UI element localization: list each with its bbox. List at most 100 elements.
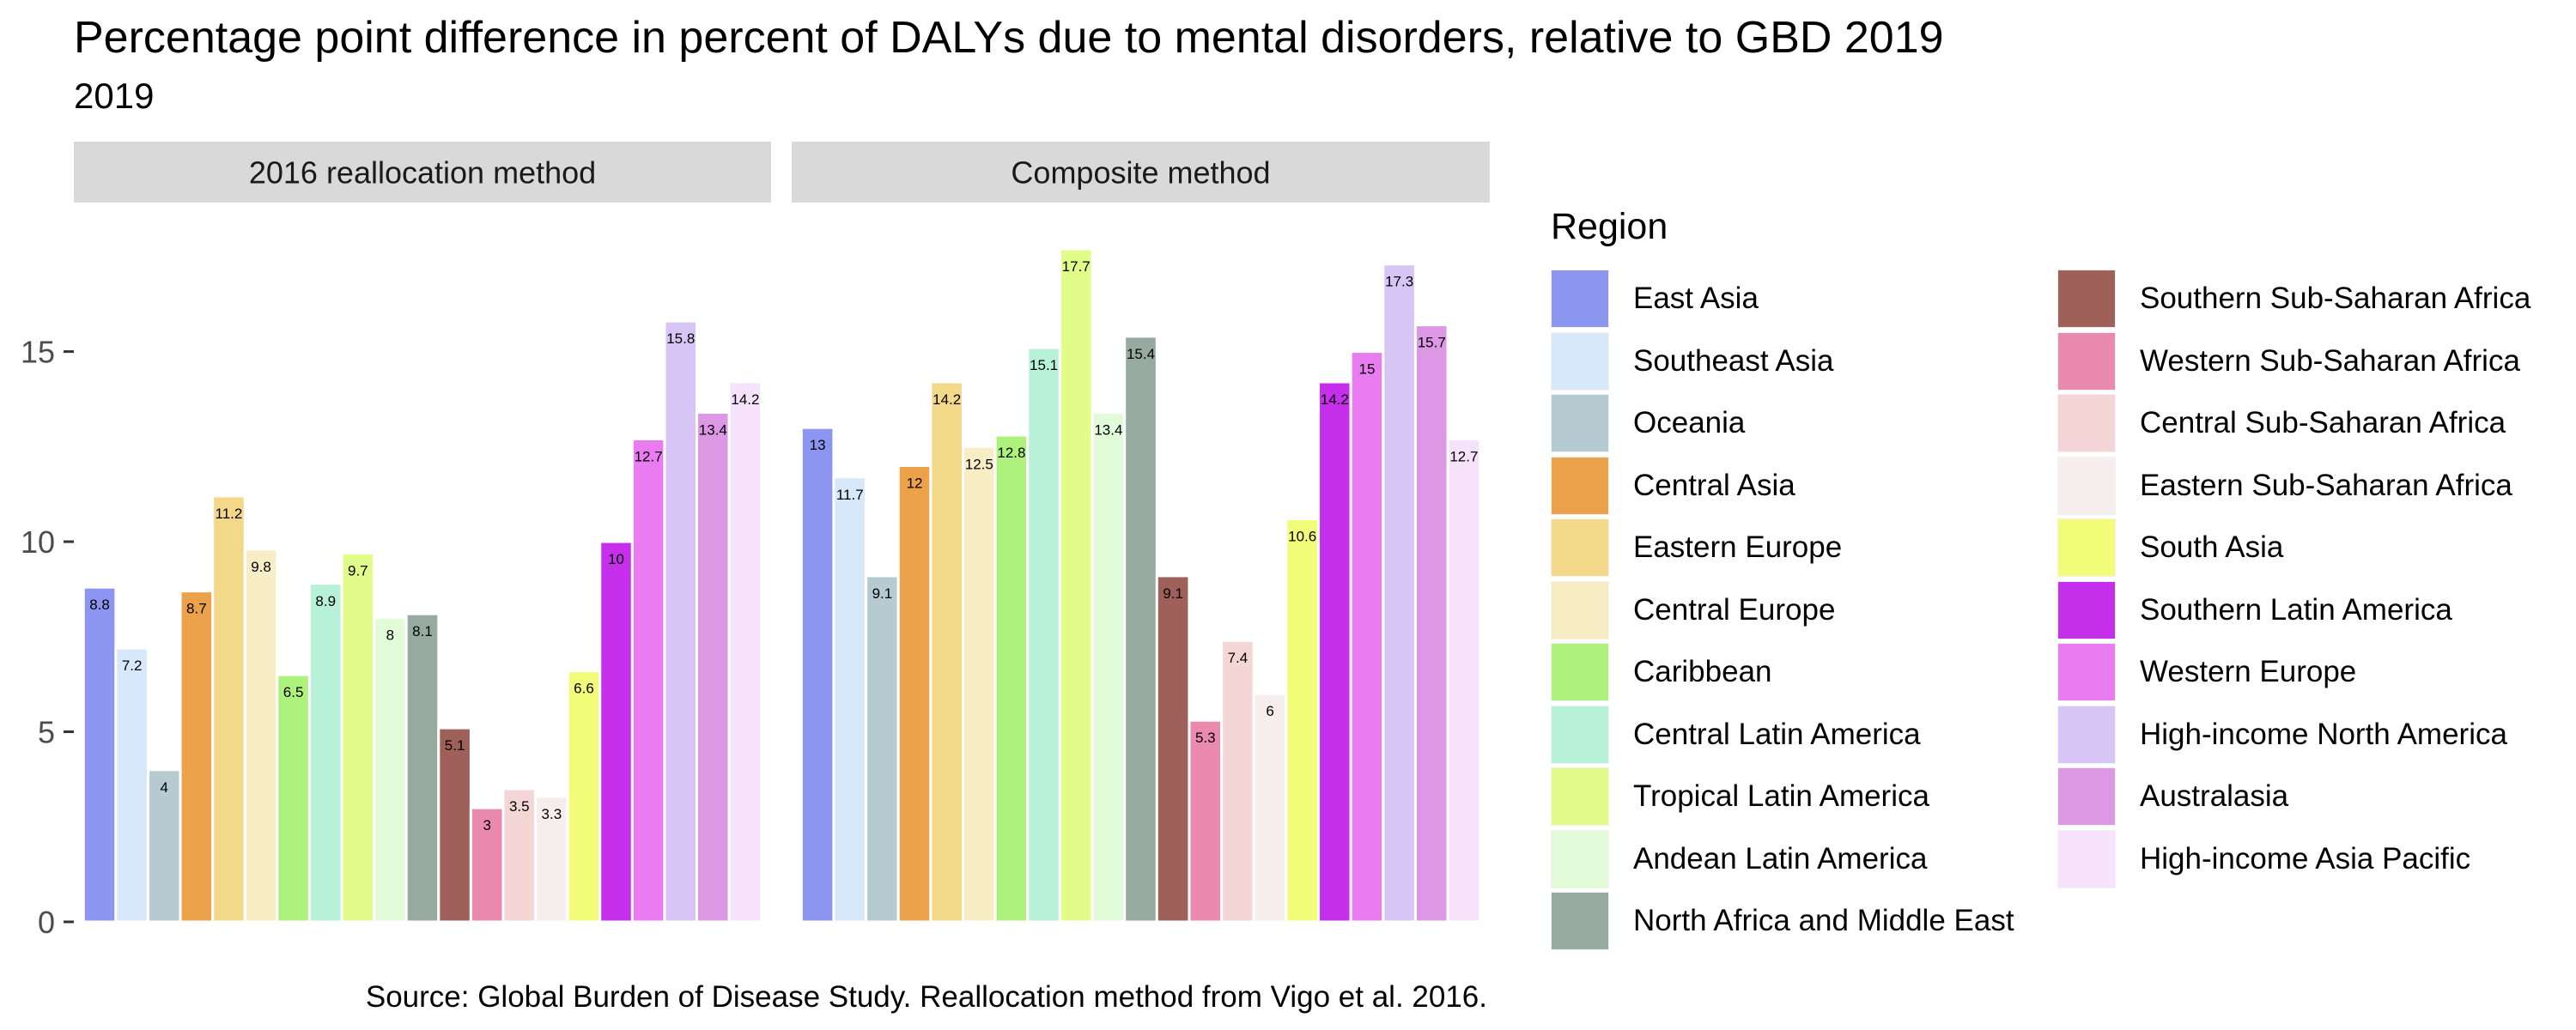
legend-label: Tropical Latin America xyxy=(1633,779,1929,814)
data-label: 3 xyxy=(483,817,490,833)
data-label: 13.4 xyxy=(699,421,727,438)
legend-label: East Asia xyxy=(1633,282,1759,316)
data-label: 14.2 xyxy=(933,391,961,408)
facet-label: 2016 reallocation method xyxy=(249,155,596,191)
legend-item: High-income North America xyxy=(2057,704,2538,766)
legend-label: High-income Asia Pacific xyxy=(2140,841,2471,876)
data-label: 8.9 xyxy=(315,593,336,609)
bar xyxy=(243,548,279,924)
data-label: 3.3 xyxy=(542,806,562,822)
legend-label: Eastern Sub-Saharan Africa xyxy=(2140,468,2512,502)
legend-label: Western Europe xyxy=(2140,655,2357,689)
legend-item: North Africa and Middle East xyxy=(1551,890,2057,953)
legend-label: Eastern Europe xyxy=(1633,530,1843,565)
legend-label: Central Latin America xyxy=(1633,717,1921,751)
data-label: 12.8 xyxy=(997,445,1025,461)
bar xyxy=(340,551,376,924)
data-label: 9.7 xyxy=(348,562,368,579)
legend-item: Central Asia xyxy=(1551,455,2057,518)
legend-label: South Asia xyxy=(2140,530,2284,565)
legend-label: Australasia xyxy=(2140,779,2289,814)
data-label: 13.4 xyxy=(1094,421,1122,438)
data-label: 9.1 xyxy=(1163,585,1183,602)
data-label: 14.2 xyxy=(731,391,759,408)
legend-item: Oceania xyxy=(1551,392,2057,455)
legend-item: Central Europe xyxy=(1551,579,2057,642)
data-label: 11.7 xyxy=(836,487,864,503)
data-label: 5.3 xyxy=(1195,730,1216,746)
facet-label: Composite method xyxy=(1011,155,1270,191)
chart-subtitle: 2019 xyxy=(74,76,155,116)
data-label: 14.2 xyxy=(1321,391,1349,408)
data-label: 7.2 xyxy=(122,657,143,674)
bar xyxy=(211,494,246,924)
bar xyxy=(1123,335,1158,924)
bar xyxy=(896,464,933,924)
data-label: 12 xyxy=(907,475,923,491)
data-label: 8.7 xyxy=(186,601,207,617)
bar xyxy=(630,437,666,924)
data-label: 15.7 xyxy=(1418,335,1446,351)
data-label: 15.8 xyxy=(666,330,695,347)
legend-label: Central Asia xyxy=(1633,468,1795,502)
data-label: 6.5 xyxy=(283,684,304,700)
bar xyxy=(1026,346,1061,924)
legend-swatch xyxy=(1551,892,1609,951)
data-label: 10.6 xyxy=(1288,528,1316,544)
data-label: 15.1 xyxy=(1030,357,1058,373)
bar xyxy=(307,582,343,924)
legend-swatch xyxy=(1551,767,1609,827)
bar xyxy=(1413,324,1449,924)
bar xyxy=(1058,247,1094,924)
bar xyxy=(598,540,634,924)
legend-item: Southern Sub-Saharan Africa xyxy=(2057,268,2538,330)
bar xyxy=(566,670,602,924)
data-label: 9.8 xyxy=(251,559,271,575)
bar xyxy=(961,445,997,924)
legend-label: High-income North America xyxy=(2140,717,2507,751)
legend: East Asia Southeast Asia Oceania Central As… xyxy=(1551,268,2538,953)
y-tick-label: 5 xyxy=(38,715,55,750)
bar xyxy=(276,673,311,924)
legend-item: Central Latin America xyxy=(1551,704,2057,766)
bar xyxy=(865,574,900,924)
bar xyxy=(1446,437,1482,924)
legend-item: Eastern Sub-Saharan Africa xyxy=(2057,455,2538,518)
facet-strip xyxy=(792,142,1490,203)
data-label: 9.1 xyxy=(872,585,893,602)
legend-title: Region xyxy=(1551,206,1668,247)
legend-swatch xyxy=(2057,270,2116,329)
legend-item: Andean Latin America xyxy=(1551,828,2057,891)
bar xyxy=(1220,639,1255,924)
legend-swatch xyxy=(1551,829,1609,888)
chart-title: Percentage point difference in percent o… xyxy=(74,13,1944,63)
data-label: 15 xyxy=(1359,361,1376,378)
facet-strip xyxy=(74,142,771,203)
bar xyxy=(993,433,1030,924)
bar xyxy=(179,590,215,924)
legend-item: Western Sub-Saharan Africa xyxy=(2057,330,2538,393)
legend-swatch xyxy=(2057,456,2116,515)
legend-item: High-income Asia Pacific xyxy=(2057,828,2538,891)
data-label: 17.7 xyxy=(1062,258,1091,275)
legend-label: Southern Sub-Saharan Africa xyxy=(2140,282,2531,316)
legend-item: Eastern Europe xyxy=(1551,517,2057,579)
legend-swatch xyxy=(1551,331,1609,391)
bar xyxy=(1349,350,1385,924)
legend-item: Western Europe xyxy=(2057,641,2538,704)
bar xyxy=(1285,517,1321,924)
data-label: 11.2 xyxy=(216,506,243,522)
legend-item: Tropical Latin America xyxy=(1551,766,2057,828)
data-label: 8 xyxy=(386,627,394,644)
bar xyxy=(832,476,868,924)
bar xyxy=(799,426,835,924)
bar xyxy=(1382,263,1417,924)
legend-label: Southeast Asia xyxy=(1633,343,1834,378)
bar xyxy=(663,319,699,924)
y-tick-label: 15 xyxy=(21,335,55,370)
legend-swatch xyxy=(1551,394,1609,453)
bar xyxy=(1188,718,1224,924)
legend-swatch xyxy=(1551,456,1609,515)
bar xyxy=(1252,692,1288,924)
bar xyxy=(1091,410,1127,924)
